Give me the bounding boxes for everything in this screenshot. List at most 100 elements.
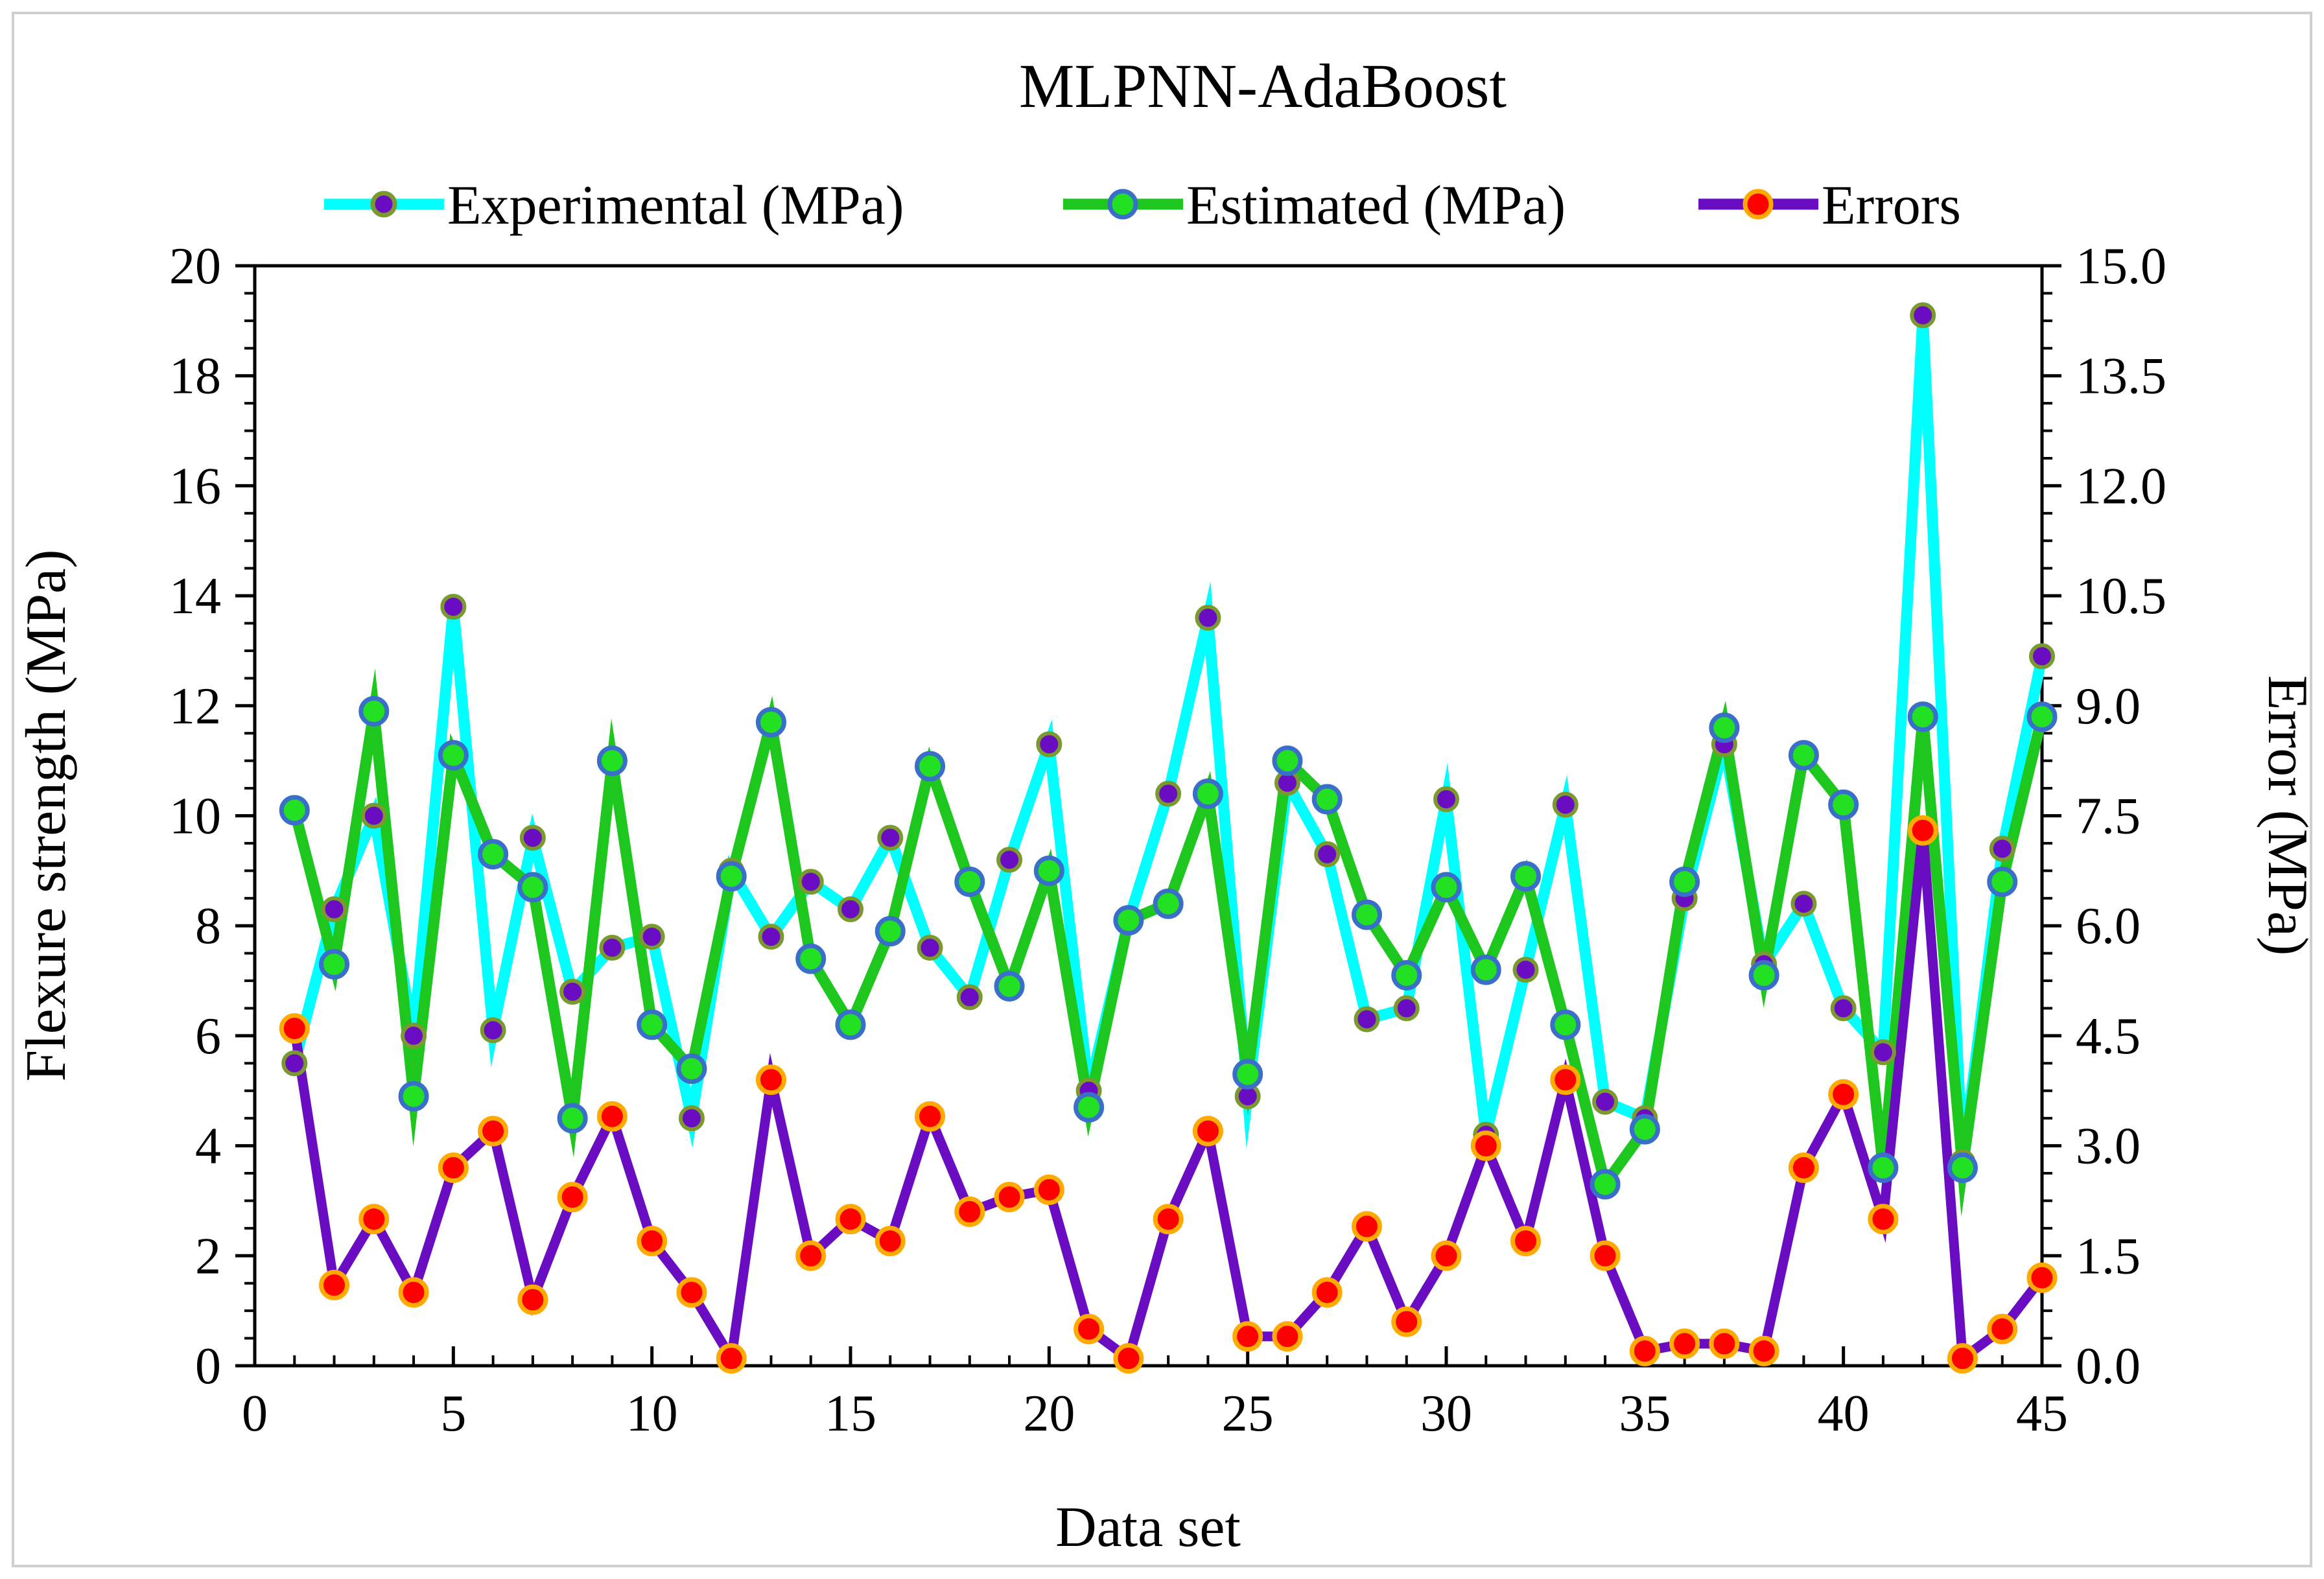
series-1-point <box>1074 1092 1105 1123</box>
x-tick-label: 20 <box>1023 1385 1075 1442</box>
series-1-point <box>1033 855 1064 886</box>
series-1-point <box>835 1009 866 1040</box>
series-0-point <box>480 1017 506 1044</box>
series-0-point <box>1393 995 1420 1022</box>
x-tick-label: 30 <box>1420 1385 1472 1442</box>
series-2-point <box>438 1152 469 1184</box>
x-tick-label: 35 <box>1619 1385 1671 1442</box>
series-0-point <box>1155 780 1182 807</box>
series-2-point <box>1868 1204 1899 1235</box>
series-0-point <box>1870 1039 1896 1066</box>
series-2-point <box>1590 1240 1621 1271</box>
y-tick-label: 2 <box>195 1228 221 1285</box>
series-0-point <box>1592 1088 1619 1115</box>
series-0-point <box>2029 643 2055 670</box>
series-1-point <box>398 1081 429 1112</box>
series-0-point <box>519 825 546 851</box>
series-2-point <box>279 1013 310 1044</box>
series-1-point <box>1669 866 1700 897</box>
series-1-point <box>874 916 906 947</box>
series-2-point <box>517 1284 548 1315</box>
series-2-point <box>676 1277 707 1308</box>
tick-labels: 0 5 10 15 20 25 30 35 40 45 0 2 4 6 8 10 12 14 16 18 20 0.0 1.… <box>169 238 2166 1442</box>
series-2-point <box>874 1226 906 1257</box>
series-2-point <box>1947 1343 1978 1374</box>
y-tick-label: 20 <box>169 238 221 295</box>
y-tick-label: 16 <box>169 458 221 515</box>
series-2-point <box>358 1204 390 1235</box>
series-1-point <box>1748 960 1779 991</box>
series-0-point <box>360 802 387 829</box>
series-2-point <box>478 1116 509 1147</box>
legend-label-1: Estimated (MPa) <box>1186 174 1566 236</box>
series-1-point <box>994 971 1025 1002</box>
series-2-point <box>1987 1313 2018 1344</box>
series-1-point <box>1272 745 1303 777</box>
x-tick-label: 45 <box>2016 1385 2068 1442</box>
series-2-point <box>716 1343 747 1374</box>
series-2-point <box>1153 1204 1184 1235</box>
series-0-point <box>838 896 863 922</box>
series-2-point <box>319 1270 350 1301</box>
series-1-point <box>1510 861 1542 892</box>
series-0-point <box>917 935 943 961</box>
series-1-point <box>596 745 628 777</box>
series-1-point <box>1907 701 1938 732</box>
series-2-point <box>1431 1240 1462 1271</box>
series-1-point <box>279 795 310 826</box>
series-0-point <box>559 979 586 1005</box>
series-0-point <box>401 1022 427 1049</box>
y2-tick-label: 3.0 <box>2076 1118 2141 1175</box>
x-tick-label: 0 <box>242 1385 268 1442</box>
series-1-point <box>1431 872 1462 903</box>
series-1-point <box>637 1009 668 1040</box>
series-1-point <box>1868 1152 1899 1184</box>
series-lines <box>289 314 2048 1373</box>
series-2-point <box>1907 815 1938 846</box>
y2-tick-label: 7.5 <box>2076 788 2141 845</box>
series-0-point <box>1433 786 1459 813</box>
series-0-point <box>1552 791 1579 818</box>
y-tick-label: 14 <box>169 568 221 625</box>
x-tick-label: 5 <box>440 1385 466 1442</box>
y2-tick-label: 4.5 <box>2076 1008 2141 1065</box>
series-2-point <box>835 1204 866 1235</box>
series-1-point <box>676 1053 707 1084</box>
y-tick-label: 8 <box>195 898 221 955</box>
legend-label-0: Experimental (MPa) <box>447 174 904 236</box>
plot-area <box>253 264 2044 1368</box>
series-0-point <box>1790 891 1817 917</box>
legend-marker-0 <box>370 191 397 218</box>
y2-tick-label: 10.5 <box>2076 568 2166 625</box>
series-2-point <box>1828 1079 1859 1110</box>
series-1-point <box>1232 1059 1263 1090</box>
series-2-point <box>1470 1130 1501 1162</box>
series-1-point <box>1629 1114 1660 1145</box>
series-1-point <box>915 751 946 782</box>
series-1-point <box>1311 784 1343 815</box>
x-tick-label: 25 <box>1222 1385 1274 1442</box>
series-2-point <box>1232 1321 1263 1352</box>
series-0-point <box>281 1050 308 1077</box>
series-2-point <box>1550 1064 1581 1095</box>
axis-ticks <box>235 264 2061 1368</box>
series-1-point <box>319 949 350 980</box>
series-2-point <box>398 1277 429 1308</box>
series-1-point <box>1153 888 1184 919</box>
series-0-point <box>639 924 665 950</box>
y-tick-label: 10 <box>169 788 221 845</box>
series-1-point <box>1192 778 1223 810</box>
series-1-point <box>1550 1009 1581 1040</box>
series-0-point <box>1314 841 1341 867</box>
series-1-point <box>954 866 985 897</box>
y2-tick-label: 6.0 <box>2076 898 2141 955</box>
series-1-point <box>1590 1169 1621 1200</box>
series-1-point <box>1828 790 1859 821</box>
series-2-point <box>1709 1328 1740 1359</box>
series-2-point <box>954 1196 985 1227</box>
series-2-point <box>637 1226 668 1257</box>
series-0-point <box>440 594 467 620</box>
series-0-point <box>1989 836 2015 862</box>
series-2-point <box>755 1064 786 1095</box>
y2-tick-label: 0.0 <box>2076 1338 2141 1395</box>
